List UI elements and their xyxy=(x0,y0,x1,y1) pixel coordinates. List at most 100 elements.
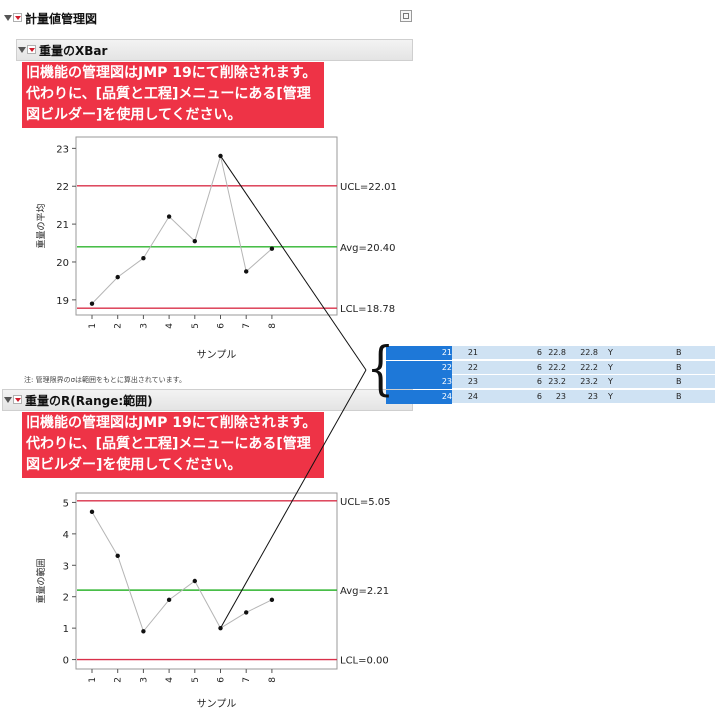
table-cell: Y xyxy=(608,362,613,372)
x-tick-label: 1 xyxy=(88,323,98,329)
red-triangle-menu-icon[interactable] xyxy=(13,13,22,22)
table-cell: 23 xyxy=(467,377,478,386)
table-row[interactable]: 24 24 6 23 23 Y B xyxy=(386,389,715,404)
center-line-label: Avg=20.40 xyxy=(340,243,396,254)
selection-brace: { xyxy=(366,334,395,402)
data-point xyxy=(115,274,120,280)
x-tick-label: 8 xyxy=(268,677,278,683)
ucl-line-label: UCL=5.05 xyxy=(340,497,391,508)
data-point xyxy=(89,301,95,306)
x-axis-label: サンプル xyxy=(197,698,237,710)
y-tick-label: 0 xyxy=(63,656,69,667)
y-axis-label: 重量の平均 xyxy=(35,203,47,248)
control-limit-note: 注: 管理限界のσは範囲をもとに算出されています。 xyxy=(24,376,186,384)
x-tick-label: 7 xyxy=(242,677,252,683)
y-tick-label: 21 xyxy=(56,220,69,231)
row-number-label: 23 xyxy=(441,377,452,386)
data-point xyxy=(115,553,120,559)
red-triangle-menu-icon[interactable] xyxy=(27,45,36,54)
x-tick-label: 4 xyxy=(165,323,175,329)
row-number-cell[interactable] xyxy=(386,375,452,389)
row-number-cell[interactable] xyxy=(386,360,452,375)
table-cell: 22.2 xyxy=(548,362,566,372)
table-row[interactable]: 21 21 6 22.8 22.8 Y B xyxy=(386,346,715,360)
table-cell: Y xyxy=(608,348,613,357)
center-line-label: Avg=2.21 xyxy=(340,586,389,597)
disclosure-triangle-icon[interactable] xyxy=(18,47,26,53)
x-tick-label: 3 xyxy=(139,323,149,329)
data-point xyxy=(141,629,146,634)
x-tick-label: 2 xyxy=(114,323,124,329)
data-point xyxy=(192,578,197,584)
x-tick-label: 8 xyxy=(268,323,278,329)
deprecation-warning: 旧機能の管理図はJMP 19にて削除されます。代わりに、[品質と工程]メニューに… xyxy=(22,62,324,128)
x-tick-label: 4 xyxy=(165,677,175,683)
x-axis-label: サンプル xyxy=(197,349,237,361)
table-cell: B xyxy=(676,391,682,401)
y-tick-label: 4 xyxy=(63,530,69,541)
y-tick-label: 3 xyxy=(63,561,69,572)
plot-frame xyxy=(75,492,338,670)
r-chart: 0 1 2 3 4 5 1 2 3 4 5 6 7 8 UCL=5.05 Avg=2.21 LCL=0.00 サン… xyxy=(35,492,391,710)
ucl-line-label: UCL=22.01 xyxy=(340,182,397,193)
table-cell: 23.2 xyxy=(548,377,566,386)
y-axis-label: 重量の範囲 xyxy=(35,558,47,603)
data-point xyxy=(244,610,249,615)
table-cell: Y xyxy=(608,391,613,401)
table-cell: 22.8 xyxy=(548,348,566,357)
table-cell: B xyxy=(676,348,682,357)
y-tick-label: 20 xyxy=(56,258,69,269)
close-report-icon[interactable] xyxy=(400,10,412,22)
table-cell: 6 xyxy=(536,377,542,386)
x-tick-label: 6 xyxy=(217,323,227,329)
y-tick-label: 5 xyxy=(63,498,69,509)
data-point xyxy=(192,238,197,244)
y-tick-label: 19 xyxy=(56,296,69,307)
table-cell: Y xyxy=(608,377,613,386)
data-point xyxy=(141,255,146,261)
table-cell: 6 xyxy=(536,348,542,357)
table-row[interactable]: 22 22 6 22.2 22.2 Y B xyxy=(386,360,715,375)
table-cell: B xyxy=(676,377,682,386)
x-tick-label: 2 xyxy=(114,677,124,683)
data-point xyxy=(269,597,275,603)
x-tick-label: 6 xyxy=(217,677,227,683)
disclosure-triangle-icon[interactable] xyxy=(4,397,12,403)
table-cell: 24 xyxy=(467,391,478,401)
xbar-outline-bar xyxy=(16,39,413,61)
table-cell: 23 xyxy=(587,391,598,401)
table-cell: B xyxy=(676,362,682,372)
x-tick-label: 7 xyxy=(242,323,252,329)
x-tick-label: 5 xyxy=(191,323,201,329)
row-number-cell[interactable] xyxy=(386,346,452,360)
table-cell: 22 xyxy=(467,362,478,372)
lcl-line-label: LCL=0.00 xyxy=(340,656,389,667)
plot-frame xyxy=(75,136,338,316)
r-section-title: 重量のR(Range:範囲) xyxy=(25,394,153,408)
report-title: 計量値管理図 xyxy=(25,12,98,26)
y-tick-label: 2 xyxy=(63,593,69,604)
lcl-line-label: LCL=18.78 xyxy=(340,304,395,315)
disclosure-triangle-icon[interactable] xyxy=(4,15,12,21)
red-triangle-menu-icon[interactable] xyxy=(13,395,22,404)
table-row[interactable]: 23 23 6 23.2 23.2 Y B xyxy=(386,375,715,389)
row-number-label: 24 xyxy=(441,391,452,401)
xbar-section-title: 重量のXBar xyxy=(39,44,108,58)
x-tick-label: 5 xyxy=(191,677,201,683)
table-cell: 22.2 xyxy=(580,362,598,372)
table-cell: 6 xyxy=(536,391,542,401)
data-point xyxy=(166,214,172,219)
y-tick-label: 23 xyxy=(56,144,69,155)
deprecation-warning: 旧機能の管理図はJMP 19にて削除されます。代わりに、[品質と工程]メニューに… xyxy=(22,412,324,478)
data-point xyxy=(166,597,172,603)
x-tick-label: 3 xyxy=(139,677,149,683)
data-point xyxy=(218,625,223,631)
table-cell: 23 xyxy=(555,391,566,401)
y-tick-label: 1 xyxy=(63,624,69,635)
data-point xyxy=(218,153,223,159)
row-number-cell[interactable] xyxy=(386,389,452,404)
y-tick-label: 22 xyxy=(56,182,69,193)
data-table[interactable]: 21 21 6 22.8 22.8 Y B 22 22 6 22.2 22.2 Y B 23 23 6 23.2 2… xyxy=(386,346,715,404)
data-point xyxy=(269,246,275,251)
